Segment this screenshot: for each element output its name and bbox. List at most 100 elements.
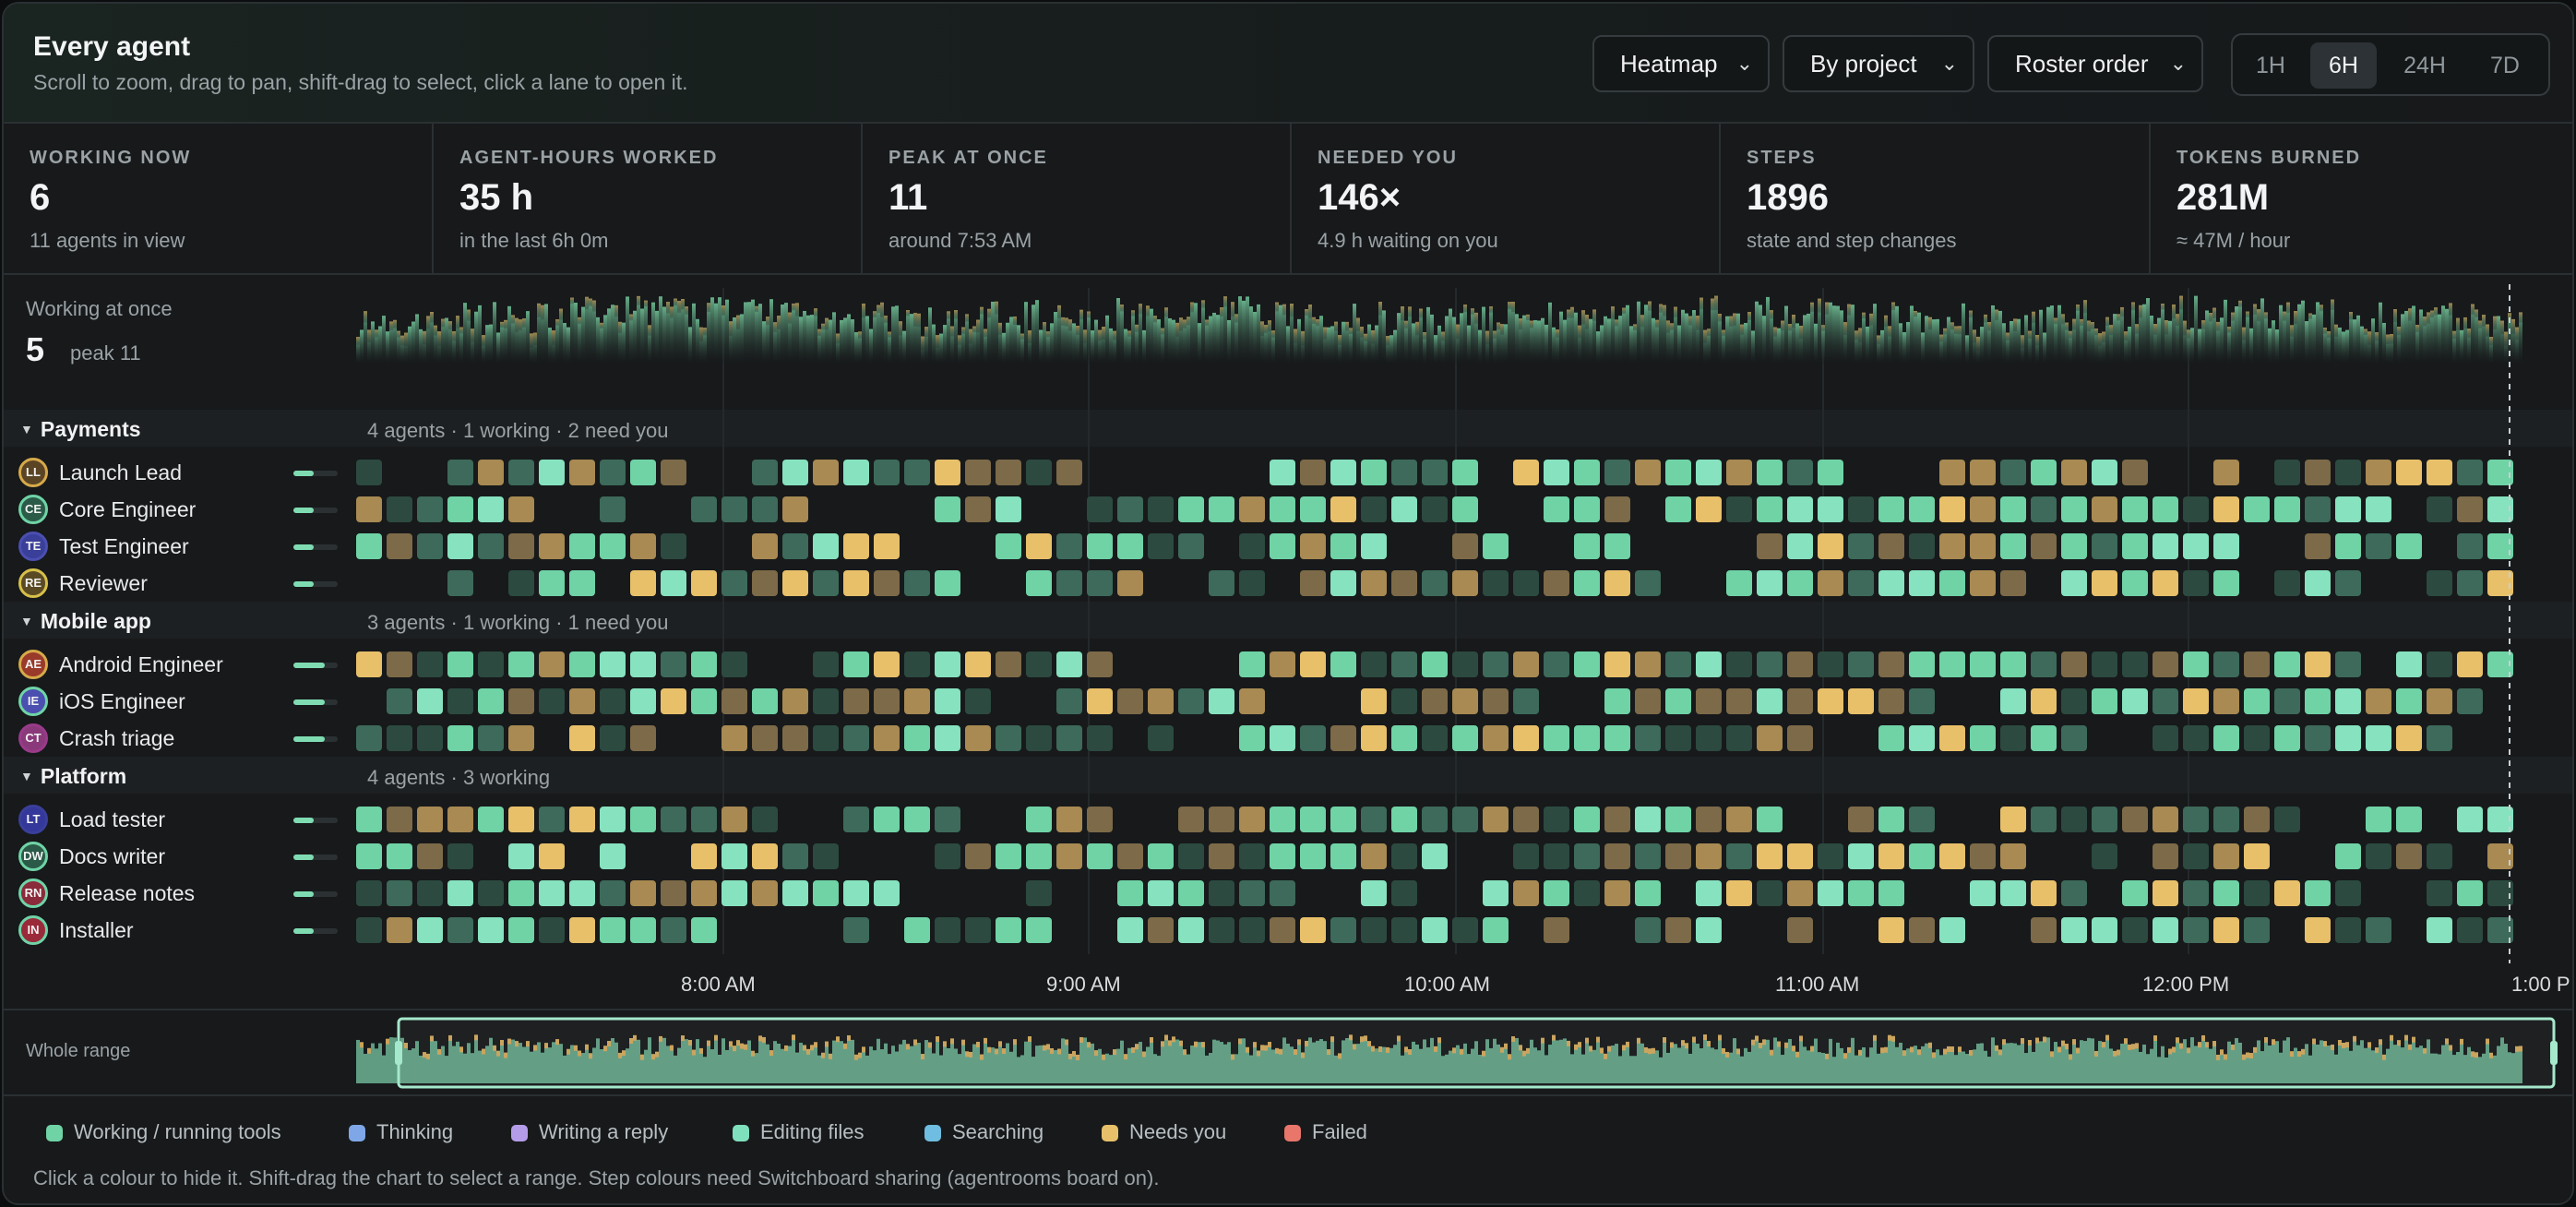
working-at-once-bar <box>611 305 614 364</box>
working-at-once-bar <box>1718 313 1722 364</box>
overview-bar <box>1559 1039 1563 1083</box>
working-at-once-bar <box>943 325 947 364</box>
legend-label: Needs you <box>1129 1120 1227 1143</box>
working-at-once-bar <box>2224 299 2227 364</box>
overview-needs-bar <box>1194 1041 1198 1047</box>
overview-bar <box>1493 1038 1497 1083</box>
heatmap-cell <box>2274 807 2300 832</box>
heatmap-cell <box>2213 460 2239 485</box>
working-at-once-bar <box>1168 317 1172 364</box>
agent-row[interactable]: CE Core Engineer <box>4 491 354 528</box>
working-at-once-bar <box>1925 316 1928 364</box>
working-at-once-bar <box>1939 334 1943 364</box>
overview-needs-bar <box>544 1043 548 1049</box>
overview-needs-bar <box>744 1044 747 1050</box>
collapse-triangle-icon[interactable]: ▼ <box>20 769 33 783</box>
heatmap-cell <box>813 460 839 485</box>
overview-bar <box>995 1051 998 1083</box>
overview-bar <box>2124 1041 2128 1083</box>
working-at-once-bar <box>873 311 877 364</box>
working-at-once-bar <box>1674 306 1677 364</box>
overview-bar <box>685 1039 688 1083</box>
working-at-once-bar <box>1792 315 1795 364</box>
agent-row[interactable]: IE iOS Engineer <box>4 683 354 720</box>
overview-bar <box>1821 1053 1825 1083</box>
agent-row[interactable]: RE Reviewer <box>4 565 354 602</box>
overview-needs-bar <box>1858 1049 1862 1056</box>
agent-row[interactable]: TE Test Engineer <box>4 528 354 565</box>
working-at-once-bar <box>670 306 674 364</box>
overview-needs-bar <box>1637 1037 1640 1044</box>
overview-bar <box>1888 1037 1891 1083</box>
stat-label: NEEDED YOU <box>1318 148 1458 168</box>
heatmap-cell <box>1848 688 1874 714</box>
working-at-once-bar <box>578 317 581 364</box>
heatmap-cell <box>1696 688 1722 714</box>
heatmap-cell <box>1513 725 1539 751</box>
overview-needs-bar <box>1947 1046 1950 1052</box>
agent-row[interactable]: AE Android Engineer <box>4 646 354 683</box>
heatmap-cell <box>2061 651 2087 677</box>
heatmap-cell <box>1665 688 1691 714</box>
range-7d-button[interactable]: 7D <box>2490 53 2520 78</box>
range-6h-button[interactable]: 6H <box>2310 42 2377 89</box>
heatmap-cell <box>2000 688 2026 714</box>
heatmap-cell <box>2213 533 2239 559</box>
range-1h-button[interactable]: 1H <box>2256 53 2285 78</box>
working-at-once-bar <box>474 311 478 364</box>
needs-you-bar <box>1441 331 1445 341</box>
group-header-mobile-app[interactable] <box>4 602 2572 639</box>
overview-needs-bar <box>692 1049 696 1056</box>
overview-needs-bar <box>2205 1042 2209 1048</box>
agent-row[interactable]: CT Crash triage <box>4 720 354 757</box>
needs-you-bar <box>1984 314 1987 323</box>
order-select[interactable]: Roster order ⌄ <box>1987 35 2203 92</box>
heatmap-cell <box>1787 651 1813 677</box>
heatmap-cell <box>904 570 930 596</box>
agent-row[interactable]: RN Release notes <box>4 875 354 912</box>
heatmap-cell <box>2061 917 2087 943</box>
needs-you-bar <box>1615 319 1618 327</box>
agent-row[interactable]: LL Launch Lead <box>4 454 354 491</box>
group-header-platform[interactable] <box>4 757 2572 794</box>
agent-row[interactable]: DW Docs writer <box>4 838 354 875</box>
needs-you-bar <box>555 319 559 326</box>
overview-bar <box>2415 1047 2419 1083</box>
heatmap-cell <box>843 725 869 751</box>
overview-bar <box>2286 1037 2290 1083</box>
time-tick: 11:00 AM <box>1775 973 1860 996</box>
overview-needs-bar <box>2375 1047 2379 1054</box>
heatmap-cell <box>1056 843 1082 869</box>
overview-needs-bar <box>762 1036 766 1043</box>
working-at-once-bar <box>954 310 958 364</box>
working-at-once-bar <box>1814 323 1818 364</box>
collapse-triangle-icon[interactable]: ▼ <box>20 422 33 436</box>
heatmap-cell <box>722 843 747 869</box>
working-at-once-bar <box>1146 305 1150 364</box>
overview-bar <box>2128 1046 2131 1083</box>
overview-bar <box>2120 1043 2124 1083</box>
range-24h-button[interactable]: 24H <box>2403 53 2446 78</box>
overview-needs-bar <box>2342 1042 2345 1048</box>
overview-needs-bar <box>943 1041 947 1047</box>
working-at-once-bar <box>2308 313 2312 364</box>
group-select[interactable]: By project ⌄ <box>1783 35 1974 92</box>
collapse-triangle-icon[interactable]: ▼ <box>20 614 33 628</box>
heatmap-cell <box>1483 688 1509 714</box>
agent-row[interactable]: LT Load tester <box>4 801 354 838</box>
needs-you-bar <box>1747 312 1751 321</box>
heatmap-cell <box>2244 688 2270 714</box>
working-at-once-bar <box>2497 316 2500 364</box>
overview-needs-bar <box>1552 1034 1556 1041</box>
agent-row[interactable]: IN Installer <box>4 912 354 949</box>
working-at-once-bar <box>817 329 821 364</box>
timeline-heatmap[interactable] <box>4 4 2574 1205</box>
overview-bar <box>2475 1055 2478 1083</box>
heatmap-cell <box>661 917 686 943</box>
view-select[interactable]: Heatmap ⌄ <box>1592 35 1770 92</box>
heatmap-cell <box>782 688 808 714</box>
heatmap-cell <box>996 725 1021 751</box>
group-header-payments[interactable] <box>4 410 2572 447</box>
needs-you-bar <box>1061 317 1065 327</box>
heatmap-cell <box>2274 570 2300 596</box>
